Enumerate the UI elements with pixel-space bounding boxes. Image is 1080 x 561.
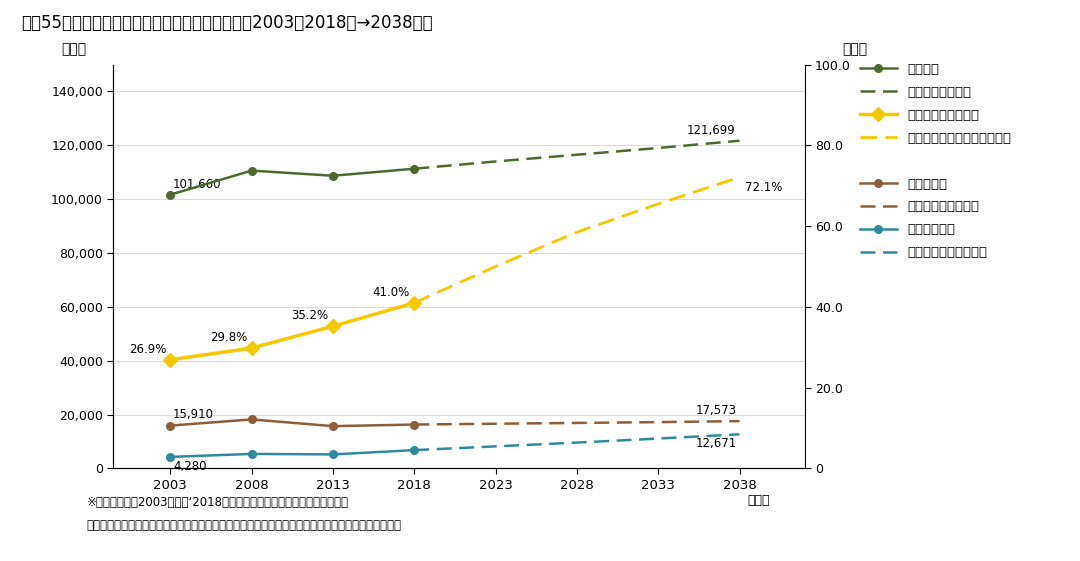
- Text: 101,660: 101,660: [173, 177, 221, 191]
- Text: 41.0%: 41.0%: [373, 286, 410, 298]
- Text: 121,699: 121,699: [687, 123, 735, 136]
- Text: ［囵55］　八戸市の空き家数の推移・単純予測：2003～2018（→2038）年: ［囵55］ 八戸市の空き家数の推移・単純予測：2003～2018（→2038）年: [22, 14, 433, 32]
- Text: 17,573: 17,573: [696, 404, 737, 417]
- Text: （戸）: （戸）: [62, 43, 86, 57]
- Text: 15,910: 15,910: [173, 408, 214, 421]
- Text: 12,671: 12,671: [696, 437, 737, 450]
- Text: 35.2%: 35.2%: [292, 309, 328, 322]
- Legend: 住宅総数, 住宅総数（予測）, その他の住宅の割合, その他の住宅の割合（予測）, , 空き家総数, 空き家総数（予測）, その他の住宅, その他の住宅（予測）: 住宅総数, 住宅総数（予測）, その他の住宅の割合, その他の住宅の割合（予測）…: [860, 63, 1011, 259]
- Text: 4,280: 4,280: [173, 459, 206, 473]
- Text: 29.8%: 29.8%: [211, 331, 247, 344]
- Text: 26.9%: 26.9%: [129, 343, 166, 356]
- Text: ※上記の予測は2003年から‘2018年までの実績を基に指数回帰曲線で算出: ※上記の予測は2003年から‘2018年までの実績を基に指数回帰曲線で算出: [86, 496, 349, 509]
- Text: （年）: （年）: [747, 494, 770, 507]
- Text: 資料：（実績部分）総務省「住宅・土地統計調査」／（予測部分）過去の実績を踏まえ八戸市が作成: 資料：（実績部分）総務省「住宅・土地統計調査」／（予測部分）過去の実績を踏まえ八…: [86, 519, 402, 532]
- Text: 72.1%: 72.1%: [745, 181, 783, 194]
- Text: （％）: （％）: [842, 43, 867, 57]
